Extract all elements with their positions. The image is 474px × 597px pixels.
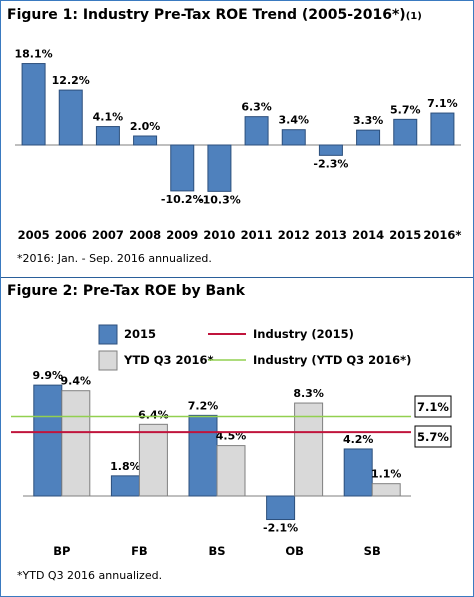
- data-label: 1.1%: [371, 468, 402, 481]
- x-tick-label: 2013: [315, 228, 347, 242]
- bar-ytd-2016: [294, 402, 324, 497]
- legend-swatch-2015: [98, 324, 118, 345]
- data-label: 12.2%: [52, 74, 90, 87]
- figure2-title: Figure 2: Pre-Tax ROE by Bank: [7, 283, 245, 299]
- bar: [170, 144, 195, 192]
- bar: [95, 126, 120, 146]
- bar-2015: [188, 414, 218, 497]
- bar: [393, 118, 418, 146]
- industry-2015-value: 5.7%: [417, 430, 449, 444]
- x-tick-label: 2009: [166, 228, 198, 242]
- data-label: 9.9%: [33, 369, 64, 382]
- bar: [133, 135, 158, 146]
- x-tick-label: SB: [364, 544, 381, 558]
- legend-label: YTD Q3 2016*: [123, 353, 214, 367]
- x-tick-label: 2015: [389, 228, 421, 242]
- data-label: 2.0%: [130, 120, 161, 133]
- data-label: 7.2%: [188, 399, 219, 412]
- bar-2015: [343, 448, 373, 497]
- figure1-title: Figure 1: Industry Pre-Tax ROE Trend (20…: [7, 7, 422, 23]
- industry-ytd-value: 7.1%: [417, 400, 449, 414]
- data-label: 18.1%: [14, 48, 52, 61]
- data-label: 5.7%: [390, 103, 421, 116]
- x-tick-label: 2006: [55, 228, 87, 242]
- x-tick-label: 2012: [278, 228, 310, 242]
- x-tick-label: 2005: [18, 228, 50, 242]
- x-tick-label: 2014: [352, 228, 384, 242]
- bar: [356, 129, 381, 146]
- x-tick-label: 2008: [129, 228, 161, 242]
- bar-2015: [110, 475, 140, 497]
- bar-2015: [266, 495, 296, 521]
- legend-label: Industry (2015): [253, 327, 354, 341]
- bar: [207, 144, 232, 192]
- x-tick-label: 2010: [203, 228, 235, 242]
- bar-ytd-2016: [216, 445, 246, 497]
- figure1-title-text: Figure 1: Industry Pre-Tax ROE Trend (20…: [7, 7, 406, 23]
- bar: [244, 116, 269, 146]
- data-label: -10.3%: [198, 193, 241, 206]
- data-label: -10.2%: [161, 193, 204, 206]
- bar: [318, 144, 343, 156]
- x-tick-label: OB: [285, 544, 304, 558]
- x-tick-label: BS: [208, 544, 225, 558]
- legend-label: 2015: [124, 327, 156, 341]
- figure-divider: [1, 277, 473, 278]
- legend-swatch-ytd: [98, 350, 118, 371]
- figure1-footnote: *2016: Jan. - Sep. 2016 annualized.: [17, 252, 212, 265]
- bar-ytd-2016: [138, 423, 168, 497]
- x-tick-label: BP: [53, 544, 70, 558]
- data-label: -2.1%: [263, 522, 298, 535]
- x-tick-label: 2016*: [423, 228, 461, 242]
- industry-2015-box: [414, 425, 452, 448]
- industry-ytd-box: [414, 395, 452, 418]
- figure1-chart: 18.1% 2005 12.2% 2006 4.1% 2007 2.0% 2008 -10.2%…: [14, 48, 461, 242]
- x-tick-label: 2011: [241, 228, 273, 242]
- legend-label: Industry (YTD Q3 2016*): [253, 353, 411, 367]
- x-tick-label: FB: [131, 544, 148, 558]
- bar: [58, 89, 83, 146]
- bar: [430, 112, 455, 146]
- bar-ytd-2016: [61, 390, 91, 497]
- data-label: 3.4%: [278, 114, 309, 127]
- data-label: 7.1%: [427, 97, 458, 110]
- x-tick-label: 2007: [92, 228, 124, 242]
- data-label: 4.2%: [343, 433, 374, 446]
- bar: [281, 129, 306, 146]
- data-label: 9.4%: [61, 375, 92, 388]
- data-label: 1.8%: [110, 460, 141, 473]
- figure2-chart: 2015 YTD Q3 2016* Industry (2015) Industry …: [11, 324, 452, 558]
- data-label: 6.4%: [138, 408, 169, 421]
- bar-2015: [33, 384, 63, 497]
- figure2-footnote: *YTD Q3 2016 annualized.: [17, 569, 163, 582]
- data-label: 8.3%: [293, 387, 324, 400]
- data-label: -2.3%: [313, 157, 348, 170]
- figure1-title-note: (1): [405, 11, 422, 22]
- bar-ytd-2016: [371, 483, 401, 497]
- bar: [21, 63, 46, 146]
- data-label: 4.1%: [93, 111, 124, 124]
- data-label: 3.3%: [353, 114, 384, 127]
- data-label: 6.3%: [241, 101, 272, 114]
